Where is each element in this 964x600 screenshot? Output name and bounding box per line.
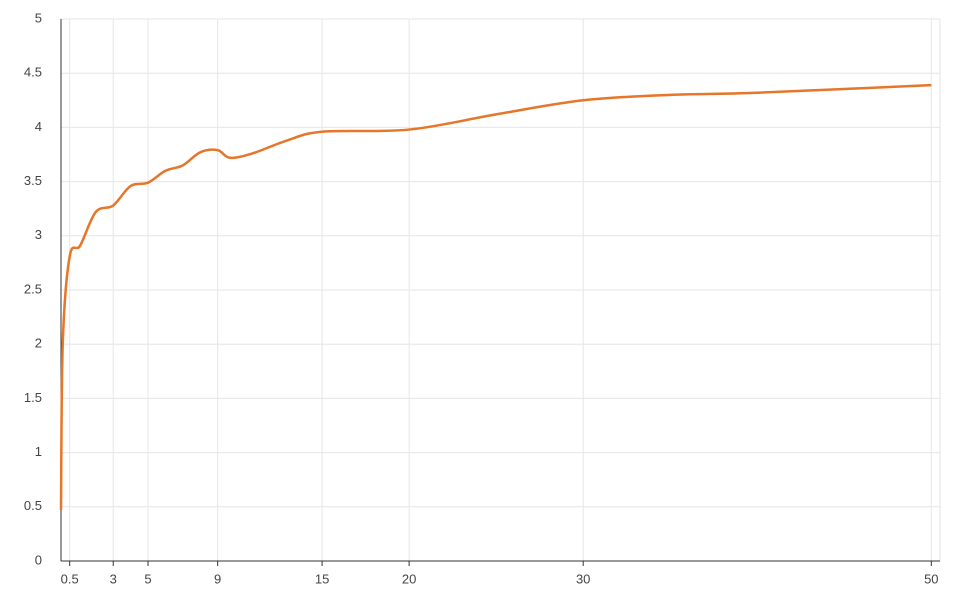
y-tick-label: 4.5 [24, 65, 42, 80]
y-tick-label: 3 [35, 227, 42, 242]
x-tick-label: 15 [315, 571, 329, 586]
y-tick-label: 4 [35, 119, 42, 134]
y-tick-label: 0 [35, 552, 42, 567]
x-tick-label: 20 [402, 571, 416, 586]
y-tick-label: 1.5 [24, 390, 42, 405]
y-tick-label: 2.5 [24, 281, 42, 296]
y-tick-label: 3.5 [24, 173, 42, 188]
y-tick-label: 2 [35, 336, 42, 351]
x-tick-label: 30 [576, 571, 590, 586]
x-tick-label: 0.5 [61, 571, 79, 586]
x-tick-label: 50 [924, 571, 938, 586]
y-tick-label: 1 [35, 444, 42, 459]
data-line [59, 83, 932, 511]
x-tick-label: 9 [214, 571, 221, 586]
y-tick-label: 0.5 [24, 498, 42, 513]
y-tick-label: 5 [35, 10, 42, 25]
x-tick-label: 3 [110, 571, 117, 586]
x-tick-label: 5 [144, 571, 151, 586]
